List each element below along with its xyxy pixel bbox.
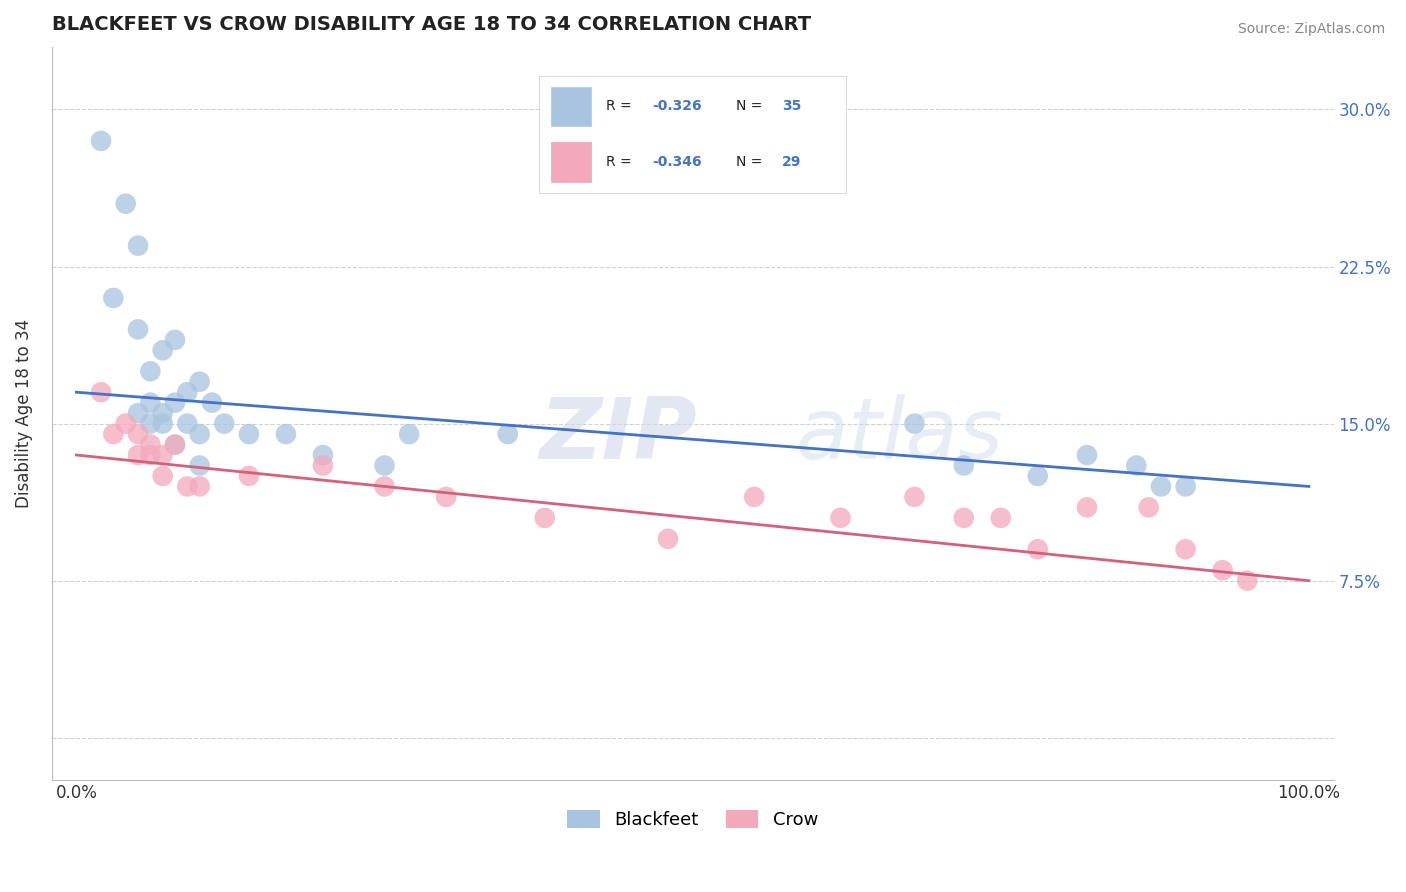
Point [238,469,260,483]
Text: BLACKFEET VS CROW DISABILITY AGE 18 TO 34 CORRELATION CHART: BLACKFEET VS CROW DISABILITY AGE 18 TO 3… [52,15,811,34]
Text: atlas: atlas [796,393,1002,476]
Point [90,385,112,400]
Point [163,437,186,451]
Point [139,448,162,462]
Point [139,417,162,431]
Point [139,437,162,451]
Point [188,375,211,389]
Point [163,395,186,409]
Point [152,448,174,462]
Point [214,417,236,431]
Point [657,532,679,546]
Point [152,343,174,358]
Point [990,511,1012,525]
Point [127,448,149,462]
Point [188,427,211,442]
Point [373,458,395,473]
Point [152,469,174,483]
Point [496,427,519,442]
Point [1174,479,1197,493]
Point [103,427,125,442]
Point [188,479,211,493]
Point [952,511,974,525]
Point [1076,500,1098,515]
Point [1076,448,1098,462]
Point [1137,500,1160,515]
Point [127,406,149,420]
Point [238,427,260,442]
Point [188,458,211,473]
Text: ZIP: ZIP [538,393,696,476]
Point [533,511,555,525]
Point [434,490,457,504]
Point [163,333,186,347]
Point [1026,542,1049,557]
Point [274,427,297,442]
Point [176,385,198,400]
Point [127,427,149,442]
Point [201,395,224,409]
Y-axis label: Disability Age 18 to 34: Disability Age 18 to 34 [15,318,32,508]
Point [163,437,186,451]
Point [1125,458,1147,473]
Point [176,417,198,431]
Point [176,479,198,493]
Point [114,417,136,431]
Point [152,417,174,431]
Legend: Blackfeet, Crow: Blackfeet, Crow [560,803,825,837]
Point [1026,469,1049,483]
Point [373,479,395,493]
Point [903,417,925,431]
Point [139,395,162,409]
Point [1150,479,1173,493]
Point [830,511,852,525]
Text: Source: ZipAtlas.com: Source: ZipAtlas.com [1237,22,1385,37]
Point [1236,574,1258,588]
Point [952,458,974,473]
Point [90,134,112,148]
Point [152,406,174,420]
Point [139,364,162,378]
Point [312,458,335,473]
Point [1174,542,1197,557]
Point [127,322,149,336]
Point [103,291,125,305]
Point [1212,563,1234,577]
Point [903,490,925,504]
Point [398,427,420,442]
Point [742,490,765,504]
Point [312,448,335,462]
Point [127,238,149,252]
Point [114,196,136,211]
